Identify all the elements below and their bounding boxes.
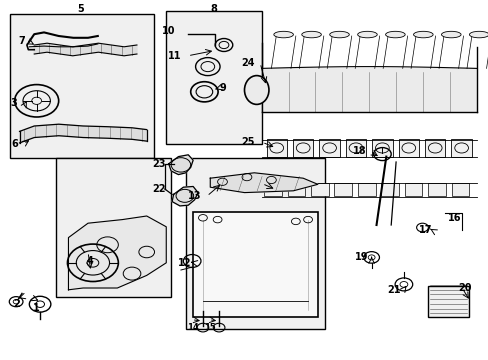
Text: 2: 2 xyxy=(14,299,20,309)
Bar xyxy=(427,286,468,317)
Text: 12: 12 xyxy=(178,258,191,268)
Polygon shape xyxy=(68,216,166,290)
Text: 11: 11 xyxy=(168,51,182,61)
Bar xyxy=(319,139,339,157)
Text: 7: 7 xyxy=(19,36,25,46)
Text: 9: 9 xyxy=(219,83,225,93)
Bar xyxy=(193,212,317,317)
Bar xyxy=(266,139,286,157)
Text: 3: 3 xyxy=(10,98,17,108)
Text: 20: 20 xyxy=(457,283,470,293)
Bar xyxy=(424,139,445,157)
Text: 23: 23 xyxy=(152,159,165,169)
Bar xyxy=(334,183,351,196)
Text: 6: 6 xyxy=(11,139,18,149)
Polygon shape xyxy=(98,43,111,54)
Bar xyxy=(381,183,398,196)
Polygon shape xyxy=(111,45,124,56)
Text: 4: 4 xyxy=(87,256,94,266)
Polygon shape xyxy=(124,45,137,56)
Polygon shape xyxy=(34,124,59,138)
Ellipse shape xyxy=(244,76,268,104)
Polygon shape xyxy=(85,43,98,54)
Text: 5: 5 xyxy=(77,4,84,14)
Bar xyxy=(287,183,305,196)
Text: 22: 22 xyxy=(152,184,165,194)
Bar xyxy=(404,183,422,196)
Text: 24: 24 xyxy=(241,58,254,68)
Ellipse shape xyxy=(441,31,460,38)
Polygon shape xyxy=(34,43,47,54)
Polygon shape xyxy=(60,45,73,56)
Ellipse shape xyxy=(301,31,321,38)
Polygon shape xyxy=(47,43,60,54)
Ellipse shape xyxy=(357,31,376,38)
Bar xyxy=(185,158,325,329)
Text: 16: 16 xyxy=(447,213,461,223)
Text: 8: 8 xyxy=(210,4,217,14)
Text: 10: 10 xyxy=(162,26,175,36)
Bar xyxy=(450,139,471,157)
Bar xyxy=(292,139,313,157)
Polygon shape xyxy=(132,128,146,141)
Bar xyxy=(310,183,328,196)
Bar xyxy=(345,139,366,157)
Text: 19: 19 xyxy=(354,252,368,262)
Ellipse shape xyxy=(413,31,432,38)
Bar xyxy=(371,139,392,157)
Text: 15: 15 xyxy=(204,323,216,332)
Ellipse shape xyxy=(329,31,348,38)
Ellipse shape xyxy=(385,31,405,38)
Bar xyxy=(264,183,281,196)
Bar xyxy=(10,14,154,158)
Text: 18: 18 xyxy=(352,146,366,156)
Polygon shape xyxy=(20,126,34,143)
Bar xyxy=(427,183,445,196)
Text: 17: 17 xyxy=(418,225,431,235)
Text: 21: 21 xyxy=(386,285,400,295)
Polygon shape xyxy=(83,126,107,138)
Text: 14: 14 xyxy=(187,323,199,332)
Bar xyxy=(56,158,171,297)
Polygon shape xyxy=(168,155,193,175)
Bar xyxy=(166,11,261,144)
Text: 1: 1 xyxy=(33,303,40,313)
Polygon shape xyxy=(107,127,132,139)
Polygon shape xyxy=(59,124,83,138)
Polygon shape xyxy=(73,45,85,56)
Polygon shape xyxy=(261,68,476,112)
Text: 25: 25 xyxy=(241,137,255,147)
Ellipse shape xyxy=(468,31,488,38)
Polygon shape xyxy=(172,186,198,206)
Bar xyxy=(398,139,418,157)
Bar xyxy=(451,183,468,196)
Text: 26: 26 xyxy=(241,179,255,189)
Polygon shape xyxy=(210,173,317,193)
Ellipse shape xyxy=(273,31,293,38)
Bar xyxy=(357,183,375,196)
Text: 13: 13 xyxy=(187,191,201,201)
